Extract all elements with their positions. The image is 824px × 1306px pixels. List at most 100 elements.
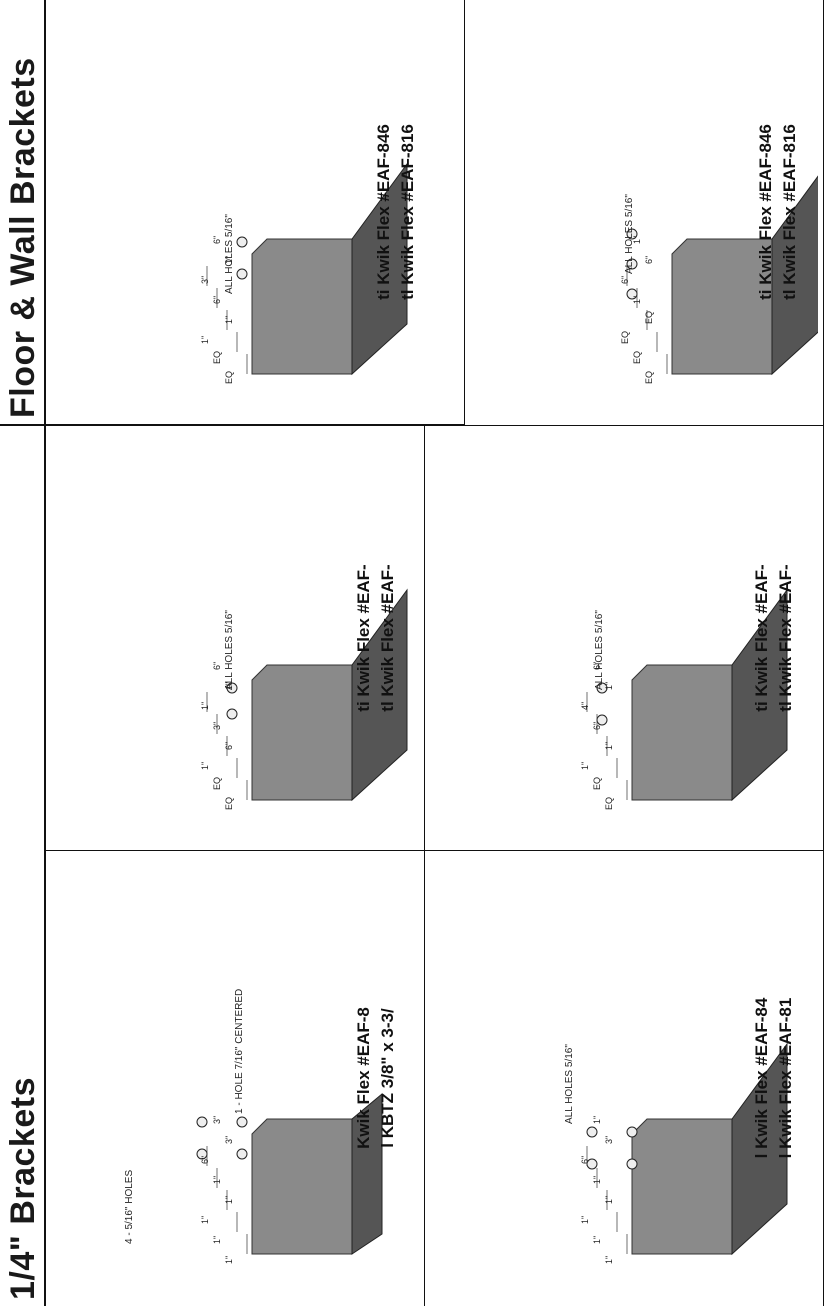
dimension-label: EQ xyxy=(212,777,222,790)
dimension-label: 1" xyxy=(200,1216,210,1224)
dimension-label: 6" xyxy=(592,662,602,670)
bracket-foot-face xyxy=(351,588,408,802)
dimension-label: 3" xyxy=(212,1116,222,1124)
dimension-label: 1" xyxy=(632,236,642,244)
dimension-label: 1" xyxy=(632,296,642,304)
bracket-hole xyxy=(586,1126,598,1138)
section-title-floor-wall-brackets: Floor & Wall Brackets xyxy=(4,57,42,418)
part-number-line-1: ti Kwik Flex #EAF-846 xyxy=(374,124,393,300)
dimension-label: 1" xyxy=(200,702,210,710)
dimension-label: 1" xyxy=(212,1176,222,1184)
part-number-line-2: l Kwik Flex #EAF-81 xyxy=(776,997,795,1159)
part-number-caption: l Kwik Flex #EAF-84 l Kwik Flex #EAF-81 xyxy=(750,862,798,1294)
dimension-label: EQ xyxy=(604,797,614,810)
bracket-hole xyxy=(196,1116,208,1128)
dimension-label: 1" xyxy=(224,316,234,324)
grid-mid-rule-2 xyxy=(424,425,425,851)
bracket-panel: 1" 1" 1" 1" 1" 6" 3" 3" 4 - 5/16" HOLES 1 - HOLE … xyxy=(52,862,420,1294)
bracket-panel: EQ EQ 1" 1" 6" 4" 1" 6" ALL HOLES 5/16" ti Kwik F… xyxy=(432,436,818,840)
bracket-hole xyxy=(626,258,638,270)
bracket-hole xyxy=(596,682,608,694)
part-number-line-2: tl Kwik Flex #EAF-816 xyxy=(780,124,799,300)
bracket-upright-face xyxy=(251,1118,353,1255)
dimension-label: 3" xyxy=(604,1136,614,1144)
bracket-hole xyxy=(626,1126,638,1138)
part-number-line-1: ti Kwik Flex #EAF- xyxy=(354,564,373,712)
dimension-label: 6" xyxy=(212,662,222,670)
part-number-caption: ti Kwik Flex #EAF-846 tl Kwik Flex #EAF-8… xyxy=(754,10,802,414)
bracket-hole xyxy=(626,228,638,240)
grid-divider-4 xyxy=(464,425,824,426)
dimension-label: 1" xyxy=(224,1196,234,1204)
grid-divider-3 xyxy=(424,850,824,851)
dimension-label: 1" xyxy=(604,1196,614,1204)
hole-note-secondary: 1 - HOLE 7/16" CENTERED xyxy=(234,989,245,1114)
bracket-hole xyxy=(236,268,248,280)
grid-divider-1 xyxy=(44,850,424,851)
part-number-line-2: tl Kwik Flex #EAF- xyxy=(378,564,397,712)
dimension-label: 1" xyxy=(224,1256,234,1264)
dimension-label: 1" xyxy=(212,1236,222,1244)
dimension-label: 6" xyxy=(212,296,222,304)
part-number-line-1: Kwik Flex #EAF-8 xyxy=(354,1007,373,1149)
dimension-label: EQ xyxy=(620,331,630,344)
bracket-panel: 1" 1" 1" 1" 1" 6" 3" 1" ALL HOLES 5/16" l Kwik Fl… xyxy=(432,862,818,1294)
dimension-label: 1" xyxy=(200,762,210,770)
dimension-label: 1" xyxy=(200,336,210,344)
dimension-label: 3" xyxy=(212,722,222,730)
dimension-label: 3" xyxy=(224,1136,234,1144)
part-number-line-2: tl Kwik Flex #EAF-816 xyxy=(398,124,417,300)
header-rule xyxy=(44,0,46,1306)
bracket-upright-face xyxy=(631,664,733,801)
hole-note: ALL HOLES 5/16" xyxy=(624,194,635,274)
dimension-label: EQ xyxy=(644,371,654,384)
bracket-hole xyxy=(236,236,248,248)
dimension-label: 1" xyxy=(224,682,234,690)
dimension-label: 6" xyxy=(580,1156,590,1164)
dimension-label: 1" xyxy=(580,762,590,770)
bracket-hole xyxy=(226,708,238,720)
dimension-label: 6" xyxy=(200,1156,210,1164)
part-number-caption: ti Kwik Flex #EAF-tl Kwik Flex #EAF- xyxy=(750,436,798,840)
part-number-caption: Kwik Flex #EAF-8 l KBTZ 3/8" x 3-3/ xyxy=(352,862,400,1294)
dimension-label: 1" xyxy=(580,1216,590,1224)
hole-note: ALL HOLES 5/16" xyxy=(594,610,605,690)
bracket-drawing: 1" 1" 1" 1" 1" 6" 3" 1" ALL HOLES 5/16" xyxy=(564,1042,788,1264)
part-number-line-1: ti Kwik Flex #EAF- xyxy=(752,564,771,712)
part-number-caption: ti Kwik Flex #EAF-tl Kwik Flex #EAF- xyxy=(352,436,400,840)
grid-mid-rule-1 xyxy=(424,851,425,1306)
bracket-upright-face xyxy=(251,664,353,801)
dimension-label: EQ xyxy=(592,777,602,790)
dimension-label: 1" xyxy=(604,1256,614,1264)
bracket-hole xyxy=(236,1148,248,1160)
part-number-line-1: l Kwik Flex #EAF-84 xyxy=(752,997,771,1159)
dimension-label: 1" xyxy=(592,1116,602,1124)
dimension-label: 6" xyxy=(592,722,602,730)
bracket-foot-face xyxy=(351,1092,383,1255)
dimension-label: 6" xyxy=(212,236,222,244)
bracket-foot-face xyxy=(351,162,408,376)
bracket-panel: EQ EQ 1" 1" 6" 3" 1" 6" ALL HOLES 5/16" ti Kwik F… xyxy=(52,10,460,414)
bracket-foot-face xyxy=(771,162,818,376)
dimension-label: EQ xyxy=(224,797,234,810)
bracket-hole xyxy=(626,1158,638,1170)
grid-mid-rule-3 xyxy=(464,0,465,425)
bracket-hole xyxy=(226,682,238,694)
grid-divider-2 xyxy=(0,424,464,426)
dimension-label: 3" xyxy=(200,276,210,284)
bracket-upright-face xyxy=(251,238,353,375)
bracket-panel: EQ EQ EQ EQ 1" 6" 6" 1" ALL HOLES 5/16" ti Kwik F… xyxy=(472,10,818,414)
dimension-label: 1" xyxy=(604,682,614,690)
dimension-label: 1" xyxy=(592,1176,602,1184)
dimension-label: 6" xyxy=(644,256,654,264)
dimension-label: 1" xyxy=(224,256,234,264)
hole-note: ALL HOLES 5/16" xyxy=(224,214,235,294)
dimension-label: EQ xyxy=(644,311,654,324)
bracket-panel: EQ EQ 1" 6" 3" 1" 1" 6" ALL HOLES 5/16" ti Kwik F… xyxy=(52,436,420,840)
bracket-foot-face xyxy=(731,1042,788,1256)
